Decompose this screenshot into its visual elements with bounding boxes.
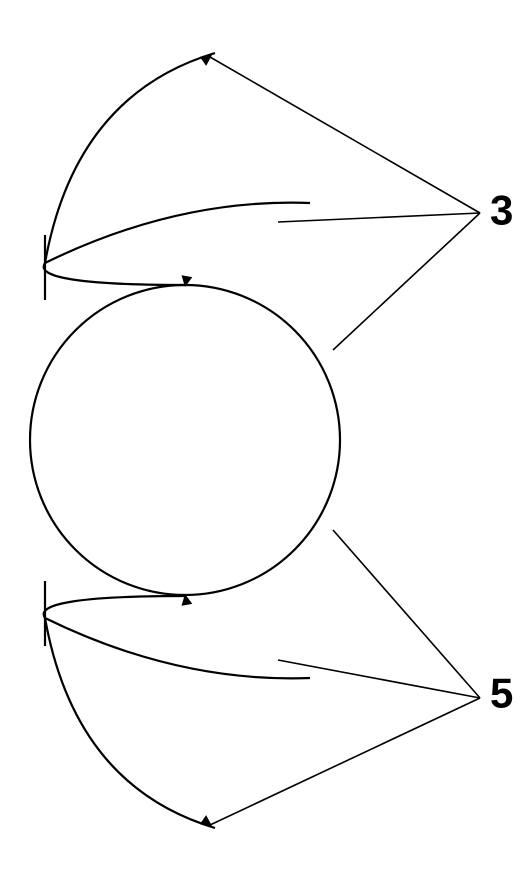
upper-inner-arc-right xyxy=(45,203,310,263)
lower-inner-arc-left xyxy=(44,596,185,618)
engineering-diagram: 35 xyxy=(0,0,523,873)
upper-outer-arc xyxy=(45,53,215,263)
lower-outer-arc xyxy=(45,618,215,828)
lower-inner-arc-right xyxy=(45,618,310,678)
central-circle xyxy=(30,285,340,595)
leader-5-2 xyxy=(210,698,480,825)
leader-3-2 xyxy=(333,213,480,350)
leader-3-0 xyxy=(210,57,480,213)
leader-3-1 xyxy=(278,213,480,222)
label-3: 3 xyxy=(490,187,513,234)
label-5: 5 xyxy=(490,670,513,717)
leader-5-0 xyxy=(333,530,480,698)
upper-inner-arc-left xyxy=(44,263,185,285)
